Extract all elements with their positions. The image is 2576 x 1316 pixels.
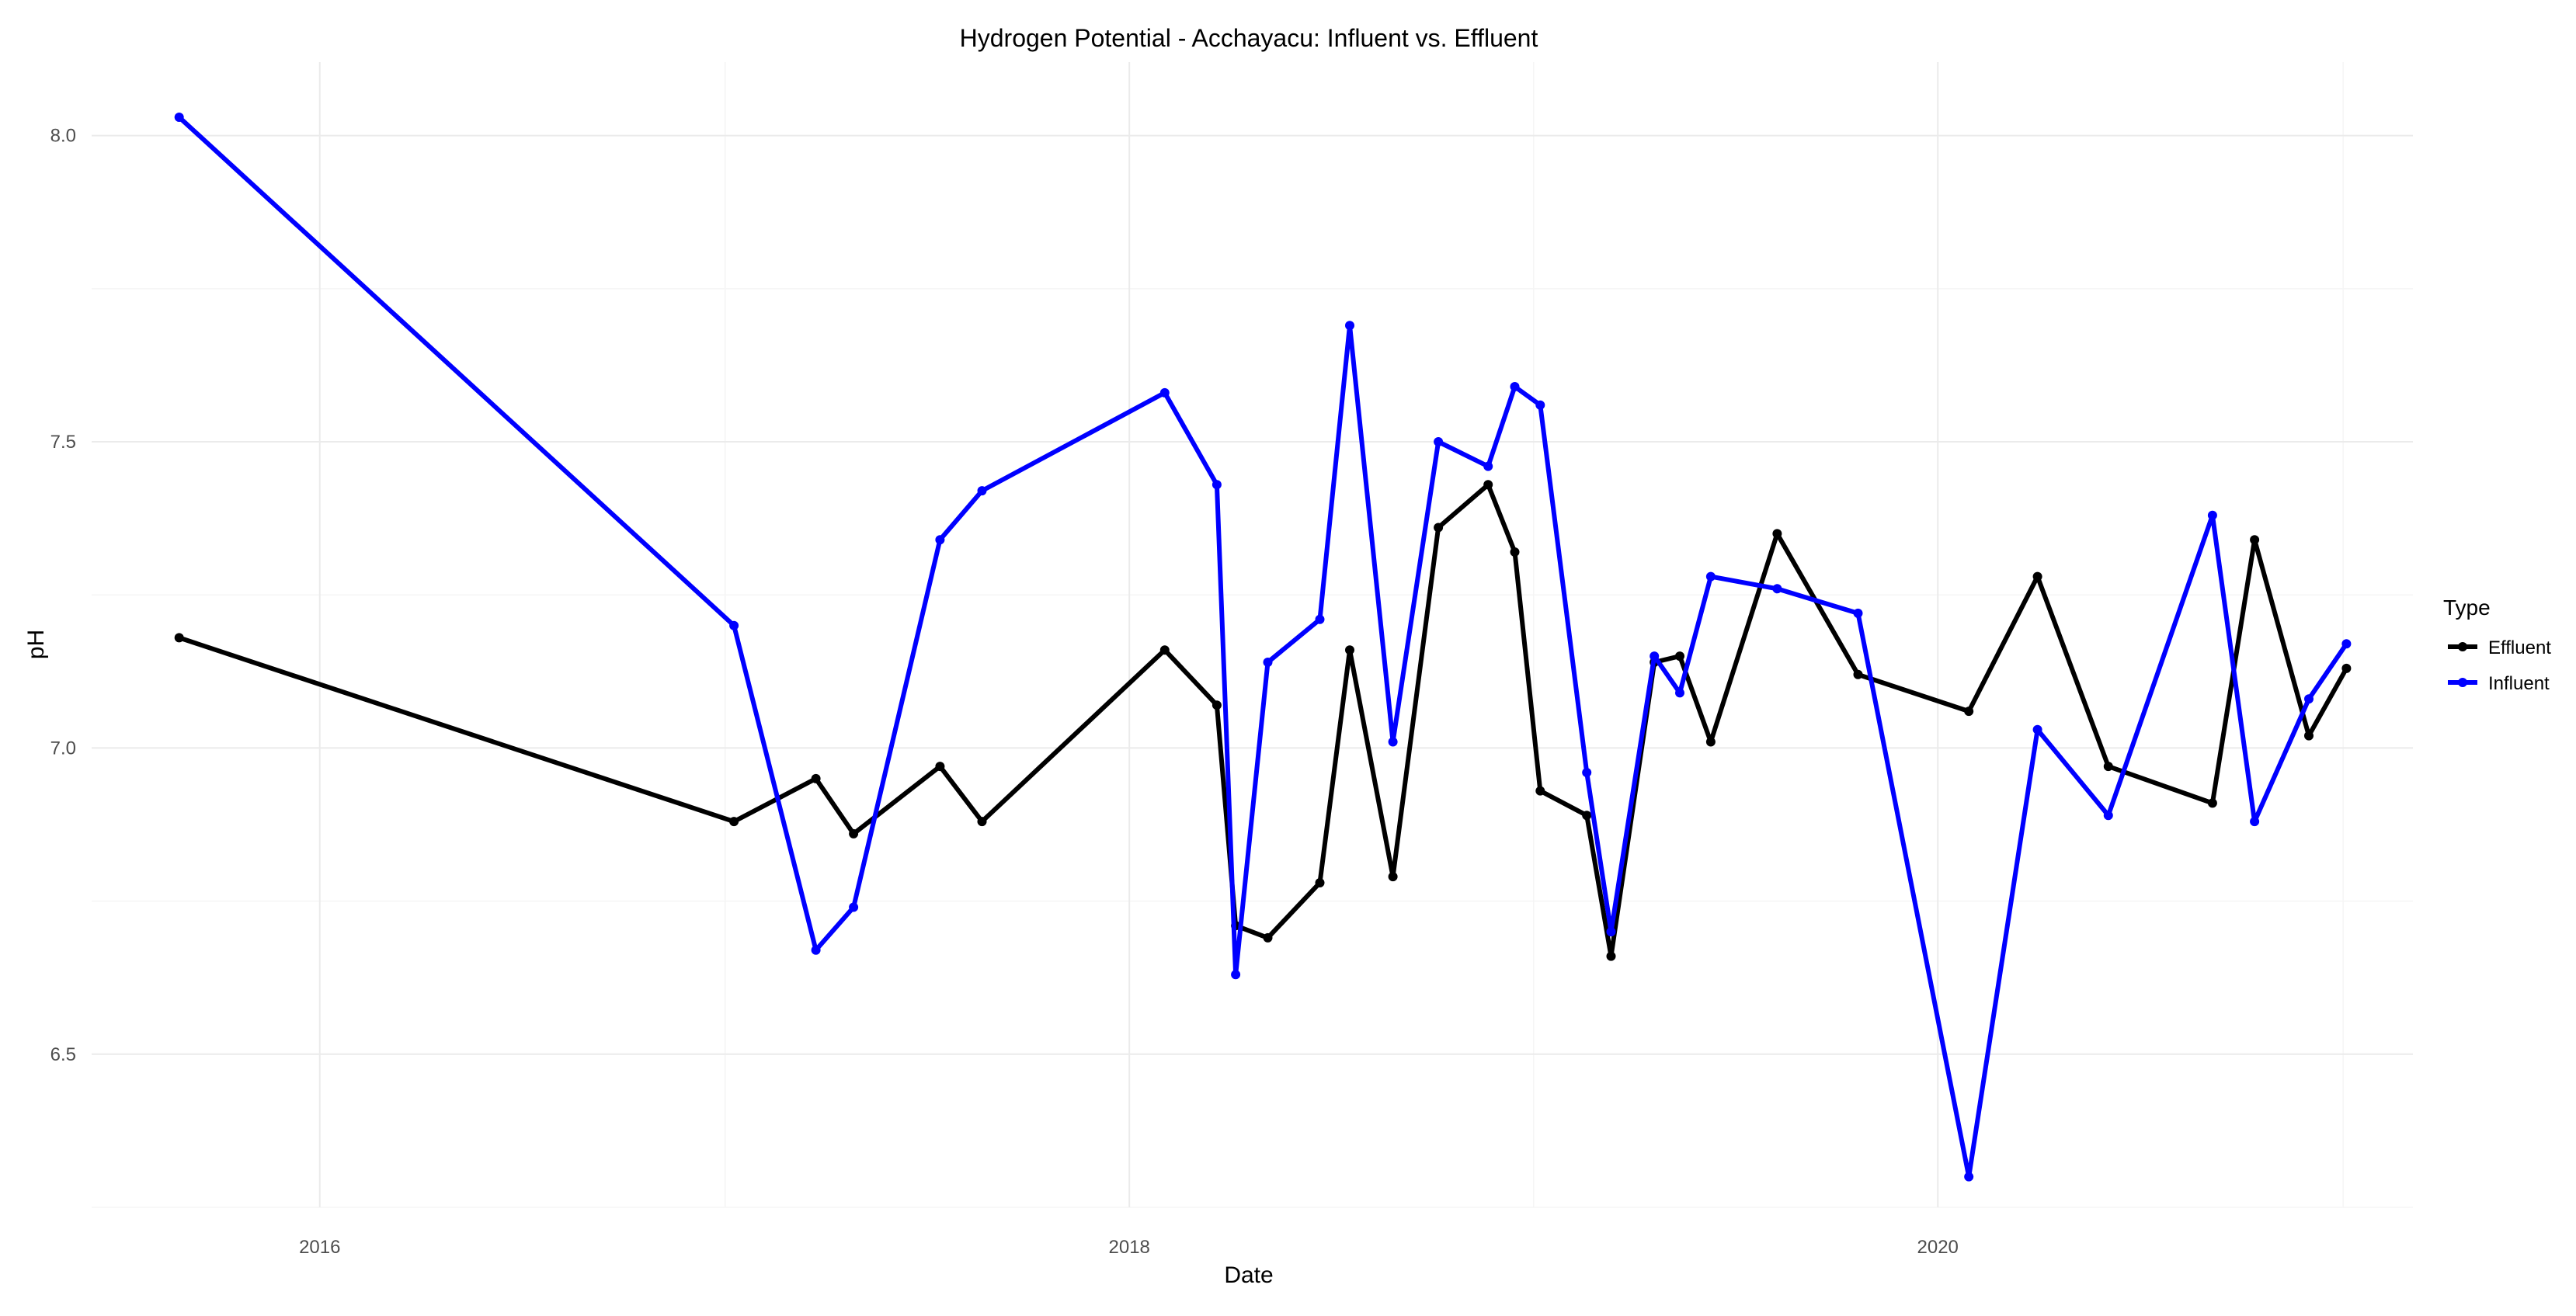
data-point-effluent <box>1964 707 1974 717</box>
data-point-influent <box>2103 811 2113 821</box>
data-point-influent <box>1772 584 1782 594</box>
data-point-effluent <box>1159 645 1170 655</box>
legend-label-influent: Influent <box>2488 673 2550 694</box>
legend-title: Type <box>2443 595 2491 620</box>
data-point-influent <box>1964 1172 1974 1182</box>
data-point-influent <box>1212 480 1222 490</box>
data-point-effluent <box>1705 737 1716 747</box>
data-point-effluent <box>1483 480 1493 490</box>
data-point-influent <box>1675 688 1684 698</box>
data-point-effluent <box>174 633 184 643</box>
data-point-effluent <box>811 773 821 783</box>
y-axis-title: pH <box>23 630 49 659</box>
data-point-effluent <box>1772 529 1782 539</box>
data-point-effluent <box>1263 932 1273 943</box>
data-point-influent <box>1159 387 1170 398</box>
legend: Type Effluent Influent <box>2443 595 2551 694</box>
y-tick-label: 8.0 <box>50 126 76 147</box>
legend-item-influent: Influent <box>2448 673 2550 694</box>
series-influent <box>174 113 2352 1182</box>
data-point-influent <box>1388 737 1398 747</box>
data-point-influent <box>1263 658 1273 667</box>
legend-item-effluent: Effluent <box>2448 637 2551 658</box>
data-point-effluent <box>1510 547 1520 557</box>
data-point-effluent <box>729 817 739 827</box>
minor-grid <box>92 62 2413 1208</box>
x-tick-labels: 2016 2018 2020 <box>299 1237 1959 1258</box>
y-tick-label: 6.5 <box>50 1044 76 1065</box>
data-point-influent <box>1650 651 1660 661</box>
data-point-effluent <box>849 828 859 839</box>
data-point-influent <box>1853 608 1863 618</box>
data-point-effluent <box>1606 951 1616 961</box>
data-point-effluent <box>1315 878 1325 887</box>
series-layer <box>174 113 2352 1182</box>
data-point-influent <box>811 945 821 955</box>
data-point-effluent <box>2103 762 2113 772</box>
data-point-influent <box>1705 571 1716 582</box>
legend-key-point-influent <box>2458 678 2467 687</box>
data-point-influent <box>2304 694 2314 704</box>
y-tick-label: 7.0 <box>50 738 76 759</box>
data-point-effluent <box>935 762 945 772</box>
data-point-effluent <box>2341 663 2352 673</box>
data-point-influent <box>2032 724 2042 734</box>
y-tick-labels: 6.5 7.0 7.5 8.0 <box>50 126 76 1065</box>
data-point-effluent <box>1345 645 1354 655</box>
data-point-influent <box>1315 614 1325 624</box>
data-point-effluent <box>1212 700 1222 710</box>
data-point-effluent <box>2304 731 2314 741</box>
data-point-effluent <box>1535 786 1545 796</box>
x-axis-title: Date <box>1224 1262 1273 1288</box>
data-point-effluent <box>1582 811 1592 821</box>
data-point-effluent <box>977 817 987 827</box>
data-point-influent <box>1510 382 1520 391</box>
x-tick-label: 2020 <box>1917 1237 1959 1258</box>
legend-key-point-effluent <box>2458 642 2467 651</box>
data-point-effluent <box>1853 669 1863 679</box>
data-point-influent <box>1345 321 1354 331</box>
data-point-effluent <box>1434 523 1444 533</box>
data-point-influent <box>1231 970 1241 980</box>
series-effluent <box>174 480 2352 961</box>
x-tick-label: 2018 <box>1109 1237 1150 1258</box>
data-point-influent <box>1434 437 1444 446</box>
data-point-influent <box>977 486 987 496</box>
data-point-influent <box>1535 400 1545 410</box>
data-point-effluent <box>1675 651 1684 661</box>
legend-label-effluent: Effluent <box>2488 637 2551 658</box>
data-point-influent <box>849 902 859 912</box>
data-point-influent <box>2207 510 2217 520</box>
data-point-influent <box>729 620 739 630</box>
data-point-effluent <box>2032 571 2042 582</box>
data-point-influent <box>1606 927 1616 937</box>
data-point-influent <box>1582 768 1592 777</box>
x-tick-label: 2016 <box>299 1237 340 1258</box>
y-tick-label: 7.5 <box>50 432 76 453</box>
data-point-effluent <box>2207 798 2217 808</box>
data-point-influent <box>935 535 945 545</box>
data-point-influent <box>174 113 184 122</box>
data-point-effluent <box>2250 535 2260 545</box>
data-point-effluent <box>1388 872 1398 882</box>
chart-title: Hydrogen Potential - Acchayacu: Influent… <box>960 24 1538 52</box>
data-point-influent <box>1483 461 1493 471</box>
data-point-influent <box>2250 817 2260 827</box>
data-point-influent <box>2341 639 2352 649</box>
